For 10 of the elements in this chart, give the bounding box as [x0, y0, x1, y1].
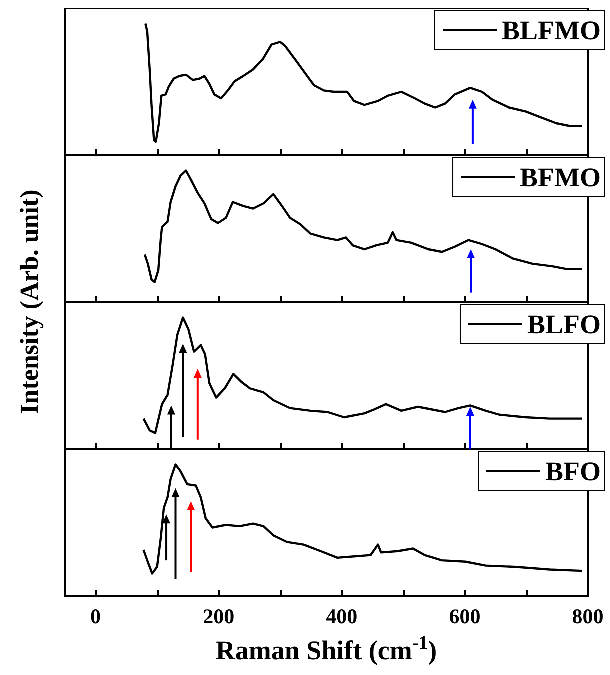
x-tick-label: 800: [572, 604, 604, 628]
legend-label: BFO: [545, 456, 602, 486]
x-tick-label: 200: [203, 604, 235, 628]
legend-label: BLFMO: [502, 16, 602, 46]
x-tick-label: 0: [90, 604, 102, 628]
legend-label: BLFO: [527, 310, 602, 340]
x-tick-label: 400: [326, 604, 358, 628]
legend-label: BFMO: [520, 162, 602, 192]
y-axis-title: Intensity (Arb. unit): [15, 190, 45, 414]
x-tick-label: 600: [449, 604, 481, 628]
